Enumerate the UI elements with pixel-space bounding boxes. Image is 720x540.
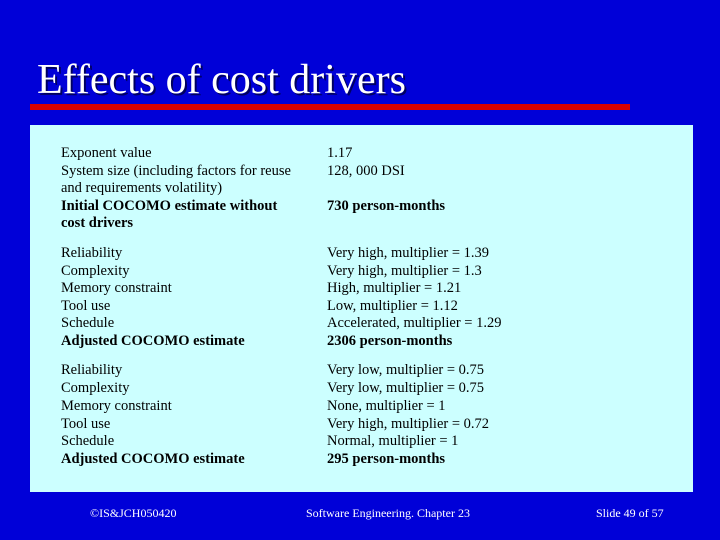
row-value: None, multiplier = 1 xyxy=(327,398,446,414)
table-row: Reliability Very low, multiplier = 0.75 xyxy=(30,362,693,379)
row-value: Very low, multiplier = 0.75 xyxy=(327,380,485,396)
row-label: Schedule xyxy=(61,315,115,331)
table-row: cost drivers xyxy=(30,215,693,232)
row-label: and requirements volatility) xyxy=(61,180,223,196)
row-label: Adjusted COCOMO estimate xyxy=(61,451,245,467)
footer-course: Software Engineering. Chapter 23 xyxy=(306,506,470,520)
row-label: cost drivers xyxy=(61,215,134,231)
row-value: Accelerated, multiplier = 1.29 xyxy=(327,315,502,331)
footer-copyright: ©IS&JCH050420 xyxy=(90,506,177,520)
table-row: Adjusted COCOMO estimate 2306 person-mon… xyxy=(30,333,693,350)
table-row: Adjusted COCOMO estimate 295 person-mont… xyxy=(30,451,693,468)
table-row: Tool use Low, multiplier = 1.12 xyxy=(30,298,693,315)
table-row: Schedule Accelerated, multiplier = 1.29 xyxy=(30,315,693,332)
table-row: Memory constraint None, multiplier = 1 xyxy=(30,398,693,415)
row-value: Very high, multiplier = 1.3 xyxy=(327,263,482,279)
row-value: 2306 person-months xyxy=(327,333,453,349)
row-value: Normal, multiplier = 1 xyxy=(327,433,459,449)
table-row: Memory constraint High, multiplier = 1.2… xyxy=(30,280,693,297)
row-label: Schedule xyxy=(61,433,115,449)
row-value: 730 person-months xyxy=(327,198,446,214)
row-label: System size (including factors for reuse xyxy=(61,163,291,179)
row-label: Complexity xyxy=(61,380,130,396)
table-row: Complexity Very low, multiplier = 0.75 xyxy=(30,380,693,397)
title-underline xyxy=(30,104,630,110)
row-label: Exponent value xyxy=(61,145,152,161)
row-label: Initial COCOMO estimate without xyxy=(61,198,278,214)
row-value: 128, 000 DSI xyxy=(327,163,405,179)
cost-drivers-table: Exponent value 1.17 System size (includi… xyxy=(30,125,693,492)
row-label: Memory constraint xyxy=(61,280,172,296)
row-value: 1.17 xyxy=(327,145,353,161)
table-row: Exponent value 1.17 xyxy=(30,145,693,162)
row-value: Very high, multiplier = 0.72 xyxy=(327,416,490,432)
row-value: High, multiplier = 1.21 xyxy=(327,280,462,296)
table-row: Reliability Very high, multiplier = 1.39 xyxy=(30,245,693,262)
row-label: Adjusted COCOMO estimate xyxy=(61,333,245,349)
row-value: Very low, multiplier = 0.75 xyxy=(327,362,485,378)
footer-slide-number: Slide 49 of 57 xyxy=(596,506,664,520)
row-label: Tool use xyxy=(61,416,111,432)
table-row: System size (including factors for reuse… xyxy=(30,163,693,180)
table-row: Schedule Normal, multiplier = 1 xyxy=(30,433,693,450)
row-label: Complexity xyxy=(61,263,130,279)
table-row: Tool use Very high, multiplier = 0.72 xyxy=(30,416,693,433)
table-row: Complexity Very high, multiplier = 1.3 xyxy=(30,263,693,280)
row-value: 295 person-months xyxy=(327,451,446,467)
table-row: Initial COCOMO estimate without 730 pers… xyxy=(30,198,693,215)
slide-title: Effects of cost drivers xyxy=(37,57,406,103)
row-label: Memory constraint xyxy=(61,398,172,414)
table-row: and requirements volatility) xyxy=(30,180,693,197)
row-value: Very high, multiplier = 1.39 xyxy=(327,245,490,261)
row-value: Low, multiplier = 1.12 xyxy=(327,298,458,314)
row-label: Reliability xyxy=(61,245,123,261)
row-label: Tool use xyxy=(61,298,111,314)
row-label: Reliability xyxy=(61,362,123,378)
